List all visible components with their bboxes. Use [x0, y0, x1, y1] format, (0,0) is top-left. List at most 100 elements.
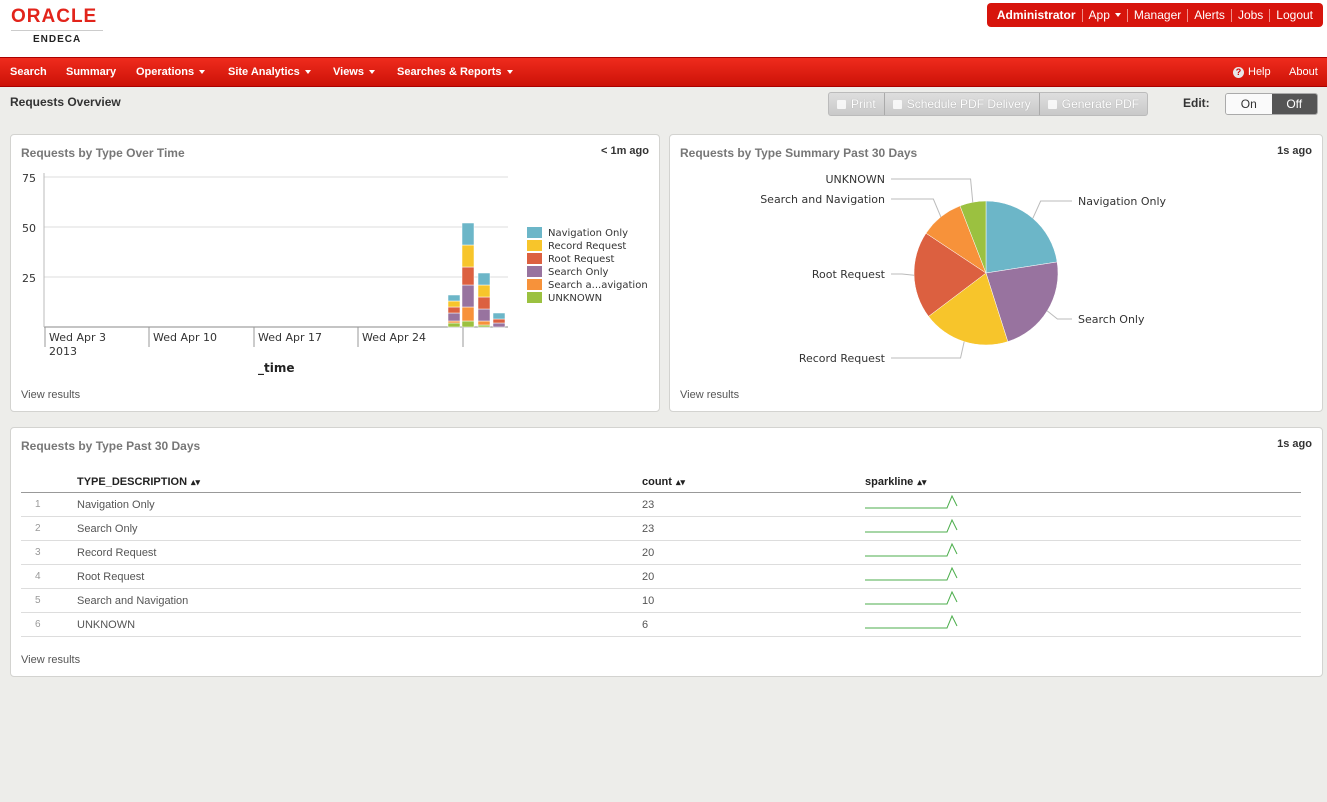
menu-search[interactable]: Search: [10, 66, 47, 78]
print-button[interactable]: Print: [829, 93, 884, 115]
column-header-sparkline[interactable]: sparkline ▴▾: [865, 472, 1301, 493]
help-icon: ?: [1233, 67, 1244, 78]
pie-label: Navigation Only: [1078, 195, 1167, 208]
user-nav-jobs[interactable]: Jobs: [1230, 8, 1269, 22]
count-cell: 20: [642, 540, 865, 565]
pie-leader-line: [1046, 310, 1072, 320]
bar-segment[interactable]: [492, 318, 506, 324]
row-index: 6: [21, 612, 77, 637]
bar-segment[interactable]: [461, 244, 475, 268]
panel-title: Requests by Type Summary Past 30 Days: [680, 146, 918, 160]
document-icon: [1047, 100, 1057, 109]
bar-segment[interactable]: [477, 324, 491, 328]
user-nav-manager[interactable]: Manager: [1126, 8, 1187, 22]
panel-age: 1s ago: [1277, 145, 1312, 157]
schedule-pdf-button[interactable]: Schedule PDF Delivery: [883, 93, 1039, 115]
view-results-link[interactable]: View results: [21, 389, 81, 401]
logo-endeca: ENDECA: [33, 34, 82, 45]
sparkline-cell: [865, 516, 1301, 541]
column-header-count[interactable]: count ▴▾: [642, 472, 865, 493]
panel-requests-over-time: Requests by Type Over Time < 1m ago 25 50…: [10, 134, 660, 412]
menu-site-analytics[interactable]: Site Analytics: [228, 66, 311, 78]
edit-off-button[interactable]: Off: [1271, 94, 1317, 114]
printer-icon: [837, 100, 846, 109]
pie-slice[interactable]: [913, 232, 987, 317]
bar-segment[interactable]: [492, 322, 506, 328]
edit-toggle[interactable]: On Off: [1225, 93, 1318, 115]
logo-rule: [11, 30, 103, 31]
pie-slice[interactable]: [985, 261, 1059, 342]
pie-slice[interactable]: [985, 200, 1058, 274]
menu-help[interactable]: ? Help: [1233, 66, 1271, 78]
table-row[interactable]: 1 Navigation Only 23: [21, 492, 1301, 517]
count-cell: 23: [642, 492, 865, 517]
row-index: 1: [21, 492, 77, 517]
sparkline: [865, 590, 958, 605]
pie-label: Root Request: [812, 268, 886, 281]
column-header-type-label: TYPE_DESCRIPTION: [77, 476, 188, 488]
table-row[interactable]: 4 Root Request 20: [21, 564, 1301, 589]
bar-segment[interactable]: [477, 284, 491, 298]
chevron-down-icon: [1114, 13, 1121, 18]
toolbar: Print Schedule PDF Delivery Generate PDF: [828, 92, 1149, 116]
user-nav-app[interactable]: App: [1081, 7, 1127, 22]
count-cell: 20: [642, 564, 865, 589]
pie-slice[interactable]: [928, 272, 1009, 346]
bar-segment[interactable]: [477, 272, 491, 286]
bar-segment[interactable]: [461, 222, 475, 246]
menu-operations[interactable]: Operations: [136, 66, 206, 78]
table-row[interactable]: 6 UNKNOWN 6: [21, 612, 1301, 637]
table-row[interactable]: 3 Record Request 20: [21, 540, 1301, 565]
bar-segment[interactable]: [447, 300, 461, 308]
user-nav-administrator[interactable]: Administrator: [996, 7, 1076, 22]
column-header-type[interactable]: TYPE_DESCRIPTION ▴▾: [77, 472, 642, 493]
user-nav-logout[interactable]: Logout: [1269, 8, 1319, 22]
column-header-sparkline-label: sparkline: [865, 476, 914, 488]
bar-segment[interactable]: [447, 306, 461, 314]
edit-on-button[interactable]: On: [1226, 94, 1272, 114]
bar-segment[interactable]: [461, 320, 475, 328]
user-nav-app-label: App: [1088, 7, 1110, 22]
legend-label: Root Request: [548, 254, 615, 265]
table-row[interactable]: 5 Search and Navigation 10: [21, 588, 1301, 613]
user-nav: Administrator App Manager Alerts Jobs Lo…: [986, 3, 1323, 27]
sparkline: [865, 518, 958, 533]
bar-segment[interactable]: [477, 308, 491, 322]
legend-label: UNKNOWN: [548, 293, 602, 304]
sparkline: [865, 614, 958, 629]
page-title: Requests Overview: [10, 95, 121, 109]
bar-segment[interactable]: [447, 320, 461, 324]
bar-segment[interactable]: [447, 294, 461, 302]
bar-segment[interactable]: [447, 312, 461, 322]
bar-segment[interactable]: [461, 306, 475, 322]
menu-site-analytics-label: Site Analytics: [228, 66, 300, 78]
table-row[interactable]: 2 Search Only 23: [21, 516, 1301, 541]
x-tick-label: Wed Apr 17: [258, 331, 322, 344]
bar-segment[interactable]: [477, 320, 491, 326]
legend-swatch: [527, 253, 542, 264]
top-bar: ORACLE ENDECA Administrator App Manager …: [0, 0, 1327, 57]
generate-pdf-button[interactable]: Generate PDF: [1038, 93, 1147, 115]
bar-segment[interactable]: [477, 296, 491, 310]
bar-segment[interactable]: [447, 322, 461, 328]
menu-views[interactable]: Views: [333, 66, 375, 78]
pie-leader-line: [1032, 200, 1072, 219]
bar-segment[interactable]: [492, 312, 506, 320]
type-cell: Record Request: [77, 540, 642, 565]
edit-label: Edit:: [1183, 96, 1210, 110]
menu-summary[interactable]: Summary: [66, 66, 117, 78]
view-results-link[interactable]: View results: [680, 389, 740, 401]
menu-about[interactable]: About: [1289, 66, 1318, 78]
menu-searches-reports[interactable]: Searches & Reports: [397, 66, 513, 78]
pie-slice[interactable]: [959, 200, 987, 274]
pie-leader-line: [891, 273, 915, 276]
view-results-link[interactable]: View results: [21, 654, 81, 666]
user-nav-alerts[interactable]: Alerts: [1187, 8, 1231, 22]
bar-segment[interactable]: [461, 284, 475, 308]
bar-segment[interactable]: [461, 266, 475, 286]
panel-title: Requests by Type Past 30 Days: [21, 439, 201, 453]
row-index: 3: [21, 540, 77, 565]
type-cell: Root Request: [77, 564, 642, 589]
sparkline-cell: [865, 612, 1301, 637]
